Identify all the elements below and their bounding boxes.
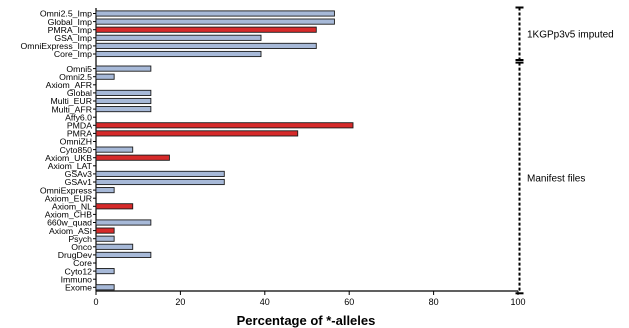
category-label: Core_Imp bbox=[54, 49, 92, 59]
category-label: GSAv1 bbox=[65, 177, 93, 187]
category-label: Global_Imp bbox=[48, 17, 93, 27]
category-label: PMRA_Imp bbox=[48, 25, 93, 35]
category-label: PMRA bbox=[67, 129, 92, 139]
category-labels: Omni2.5_ImpGlobal_ImpPMRA_ImpGSA_ImpOmni… bbox=[21, 9, 93, 293]
category-label: Immuno bbox=[61, 274, 93, 284]
bar bbox=[95, 50, 262, 58]
x-axis-title: Percentage of *-alleles bbox=[237, 313, 376, 328]
category-label: Onco bbox=[71, 242, 92, 252]
bar bbox=[95, 73, 115, 80]
bar bbox=[95, 187, 115, 194]
bar bbox=[95, 42, 317, 49]
category-label: Multi_EUR bbox=[50, 96, 92, 106]
bar bbox=[95, 227, 115, 234]
bar bbox=[95, 243, 134, 250]
category-label: 660w_quad bbox=[47, 218, 92, 228]
bar bbox=[95, 203, 134, 210]
category-label: Core bbox=[73, 258, 92, 268]
group-brackets: 1KGPp3v5 imputed Manifest files bbox=[515, 6, 614, 295]
x-tick-label: 0 bbox=[93, 297, 98, 307]
bar bbox=[95, 18, 335, 25]
bar bbox=[95, 219, 152, 226]
x-tick-label: 100 bbox=[510, 297, 525, 307]
bar bbox=[95, 170, 225, 177]
category-label: Global bbox=[67, 88, 92, 98]
group-label: 1KGPp3v5 imputed bbox=[527, 29, 614, 40]
bar bbox=[95, 268, 115, 275]
bar bbox=[95, 97, 152, 105]
bar bbox=[95, 284, 115, 291]
category-label: Axiom_NL bbox=[52, 202, 92, 212]
category-label: Cyto850 bbox=[60, 145, 93, 155]
category-label: Cyto12 bbox=[64, 266, 92, 276]
bar bbox=[95, 130, 299, 137]
category-label: Axiom_ASI bbox=[49, 226, 92, 236]
bar bbox=[95, 106, 152, 113]
category-label: Axiom_CHB bbox=[45, 210, 93, 220]
category-label: Axiom_UKB bbox=[45, 153, 92, 163]
category-label: OmniExpress bbox=[40, 185, 93, 195]
chart-bars bbox=[95, 10, 354, 291]
bar bbox=[95, 122, 354, 129]
x-tick-label: 20 bbox=[175, 297, 185, 307]
category-label: Axiom_AFR bbox=[46, 80, 92, 90]
category-label: Omni2.5_Imp bbox=[40, 9, 92, 19]
bar bbox=[95, 154, 170, 161]
category-label: Affy6.0 bbox=[65, 112, 92, 122]
category-label: OmniExpress_Imp bbox=[21, 41, 93, 51]
bar bbox=[95, 251, 152, 258]
bar bbox=[95, 26, 317, 33]
bar bbox=[95, 65, 152, 72]
bar bbox=[95, 146, 134, 153]
category-label: GSA_Imp bbox=[54, 33, 92, 43]
bar bbox=[95, 89, 152, 96]
category-label: Axiom_EUR bbox=[45, 193, 92, 203]
x-tick-label: 40 bbox=[260, 297, 270, 307]
category-label: Psych bbox=[68, 234, 92, 244]
x-axis-ticks: 0 20 40 60 80 100 bbox=[93, 291, 526, 307]
category-label: DrugDev bbox=[58, 250, 93, 260]
category-label: PMDA bbox=[67, 121, 92, 131]
x-tick-label: 80 bbox=[429, 297, 439, 307]
bar bbox=[95, 235, 115, 242]
category-label: Omni2.5 bbox=[59, 72, 92, 82]
category-label: Omni5 bbox=[66, 64, 92, 74]
chart-axes bbox=[93, 8, 518, 292]
x-tick-label: 60 bbox=[344, 297, 354, 307]
bar bbox=[95, 10, 335, 17]
category-label: GSAv3 bbox=[65, 169, 93, 179]
category-label: OmniZH bbox=[60, 137, 92, 147]
bar bbox=[95, 34, 262, 41]
group-label: Manifest files bbox=[527, 173, 585, 184]
bar bbox=[95, 178, 225, 186]
category-label: Axiom_LAT bbox=[48, 161, 93, 171]
category-label: Multi_AFR bbox=[51, 104, 92, 114]
category-label: Exome bbox=[65, 283, 92, 293]
